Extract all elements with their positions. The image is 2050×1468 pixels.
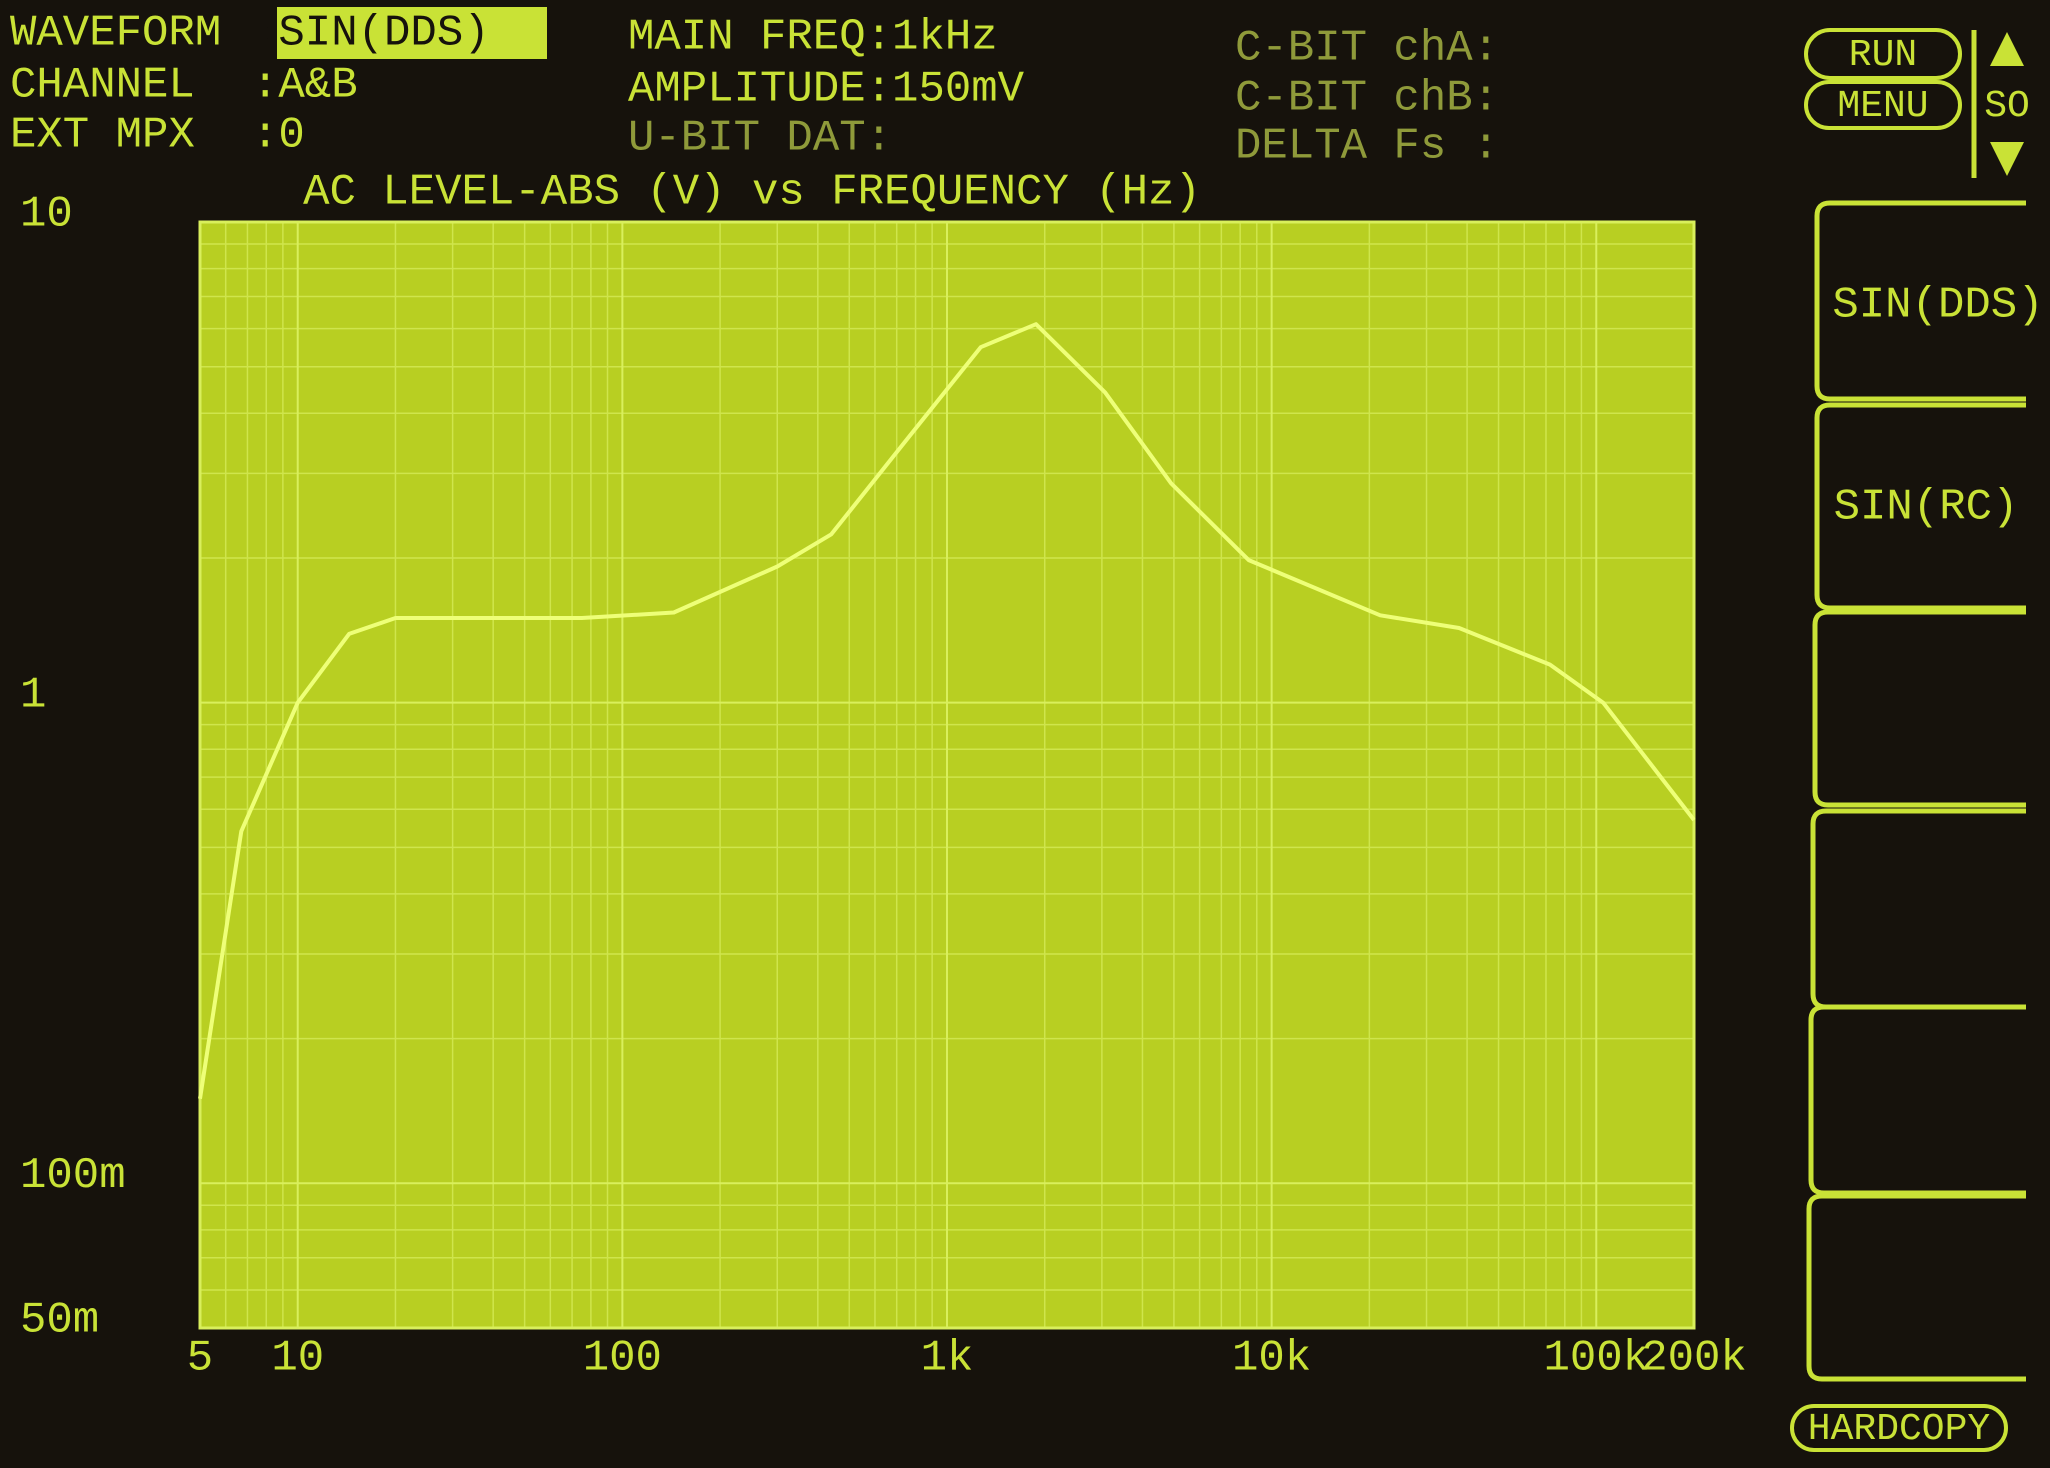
c-bit-a: C-BIT chA: [1235,24,1499,74]
row-value: :A&B [252,61,358,111]
x-tick-label: 5 [187,1334,213,1384]
row-label: EXT MPX [10,111,195,161]
main-freq: MAIN FREQ:1kHz [628,13,998,63]
up-arrow[interactable] [1990,32,2024,66]
run-button[interactable] [1804,28,1962,80]
run-label: RUN [1849,34,1917,77]
y-tick-label: 10 [20,190,73,240]
row-value: :0 [252,111,305,161]
row-value: :SIN(DDS) [252,9,490,59]
hardcopy-label: HARDCOPY [1808,1408,1991,1451]
down-arrow[interactable] [1990,142,2024,176]
softkey[interactable] [1806,1193,2026,1382]
menu-label: MENU [1837,85,1928,128]
y-tick-label: 100m [20,1151,126,1201]
row-label: CHANNEL [10,61,195,111]
plot-frame [198,220,1696,1330]
menu-button[interactable] [1804,80,1962,130]
softkey[interactable] [1814,402,2026,611]
softkey[interactable] [1808,1004,2026,1196]
c-bit-b: C-BIT chB: [1235,74,1499,124]
y-tick-label: 50m [20,1296,99,1346]
delta-fs: DELTA Fs : [1235,122,1499,172]
x-tick-label: 10k [1232,1334,1311,1384]
selection-highlight [277,7,547,59]
chart-title: AC LEVEL-ABS (V) vs FREQUENCY (Hz) [303,168,1201,218]
x-tick-label: 10 [271,1334,324,1384]
row-label: WAVEFORM [10,9,221,59]
so-label: SO [1984,85,2030,128]
u-bit: U-BIT DAT: [628,114,892,164]
softkey-label: SIN(DDS) [1832,281,2043,331]
x-tick-label: 100 [583,1334,662,1384]
hardcopy-button[interactable] [1790,1404,2008,1452]
x-tick-label: 1k [921,1334,974,1384]
softkey[interactable] [1814,200,2026,402]
softkey-label: SIN(RC) [1834,483,2019,533]
softkey[interactable] [1812,609,2026,808]
y-tick-label: 1 [20,670,46,720]
x-tick-label: 100k [1543,1334,1649,1384]
x-tick-label: 200k [1641,1334,1747,1384]
series-line [198,322,1696,1100]
amplitude: AMPLITUDE:150mV [628,65,1025,115]
